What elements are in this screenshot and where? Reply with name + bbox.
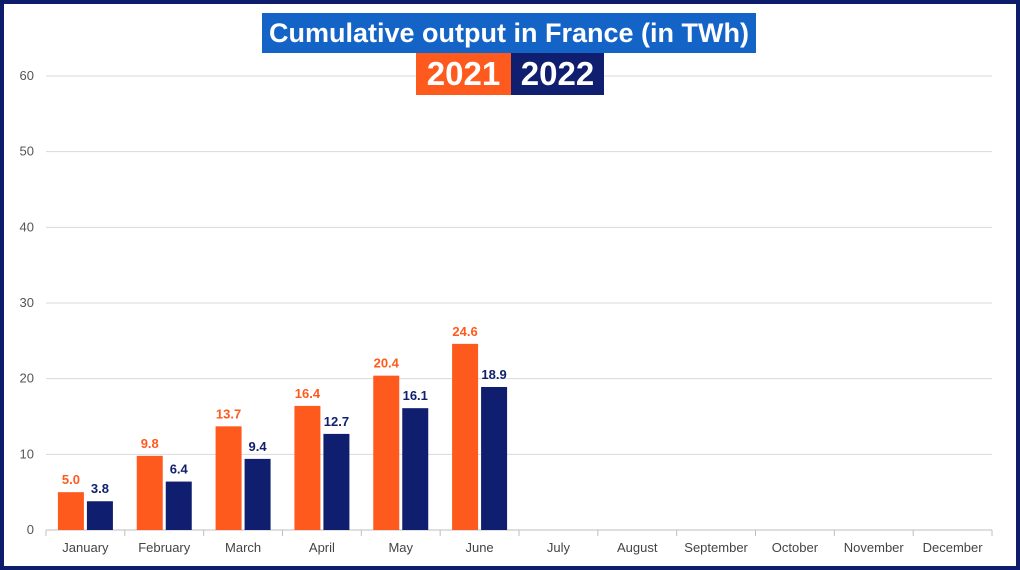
legend-2021: 2021 <box>416 53 511 95</box>
bar-2022 <box>244 458 271 530</box>
x-tick-label: August <box>617 540 658 555</box>
x-tick-label: May <box>388 540 413 555</box>
bar-2022 <box>86 501 113 530</box>
bar-2021 <box>136 455 163 530</box>
x-tick-label: January <box>62 540 109 555</box>
bar-2022 <box>323 433 350 530</box>
x-tick-label: December <box>923 540 984 555</box>
y-tick-label: 30 <box>20 295 34 310</box>
data-label-2022: 18.9 <box>481 367 506 382</box>
y-tick-label: 0 <box>27 522 34 537</box>
bar-2022 <box>402 408 429 530</box>
data-label-2022: 3.8 <box>91 481 109 496</box>
bar-2021 <box>452 343 479 530</box>
data-label-2021: 5.0 <box>62 472 80 487</box>
bar-2021 <box>373 375 400 530</box>
x-tick-label: February <box>138 540 191 555</box>
bar-2021 <box>57 492 84 530</box>
x-tick-label: November <box>844 540 905 555</box>
x-tick-label: September <box>684 540 748 555</box>
data-label-2022: 16.1 <box>403 388 428 403</box>
data-label-2022: 9.4 <box>249 439 268 454</box>
data-label-2021: 9.8 <box>141 436 159 451</box>
y-tick-label: 10 <box>20 446 34 461</box>
bar-2021 <box>215 426 242 530</box>
bar-2021 <box>294 405 321 530</box>
data-label-2021: 13.7 <box>216 406 241 421</box>
data-label-2022: 6.4 <box>170 462 189 477</box>
y-tick-label: 50 <box>20 144 34 159</box>
bar-2022 <box>165 481 192 530</box>
y-tick-label: 60 <box>20 68 34 83</box>
x-tick-label: July <box>547 540 571 555</box>
y-tick-label: 20 <box>20 371 34 386</box>
chart-frame <box>4 4 1016 566</box>
chart-title: Cumulative output in France (in TWh) <box>262 13 756 53</box>
legend-2022: 2022 <box>511 53 604 95</box>
data-label-2022: 12.7 <box>324 414 349 429</box>
x-tick-label: March <box>225 540 261 555</box>
data-label-2021: 20.4 <box>374 356 400 371</box>
x-tick-label: October <box>772 540 819 555</box>
x-tick-label: April <box>309 540 335 555</box>
x-tick-label: June <box>465 540 493 555</box>
bar-2022 <box>481 386 508 530</box>
y-tick-label: 40 <box>20 219 34 234</box>
data-label-2021: 24.6 <box>452 324 477 339</box>
data-label-2021: 16.4 <box>295 386 321 401</box>
